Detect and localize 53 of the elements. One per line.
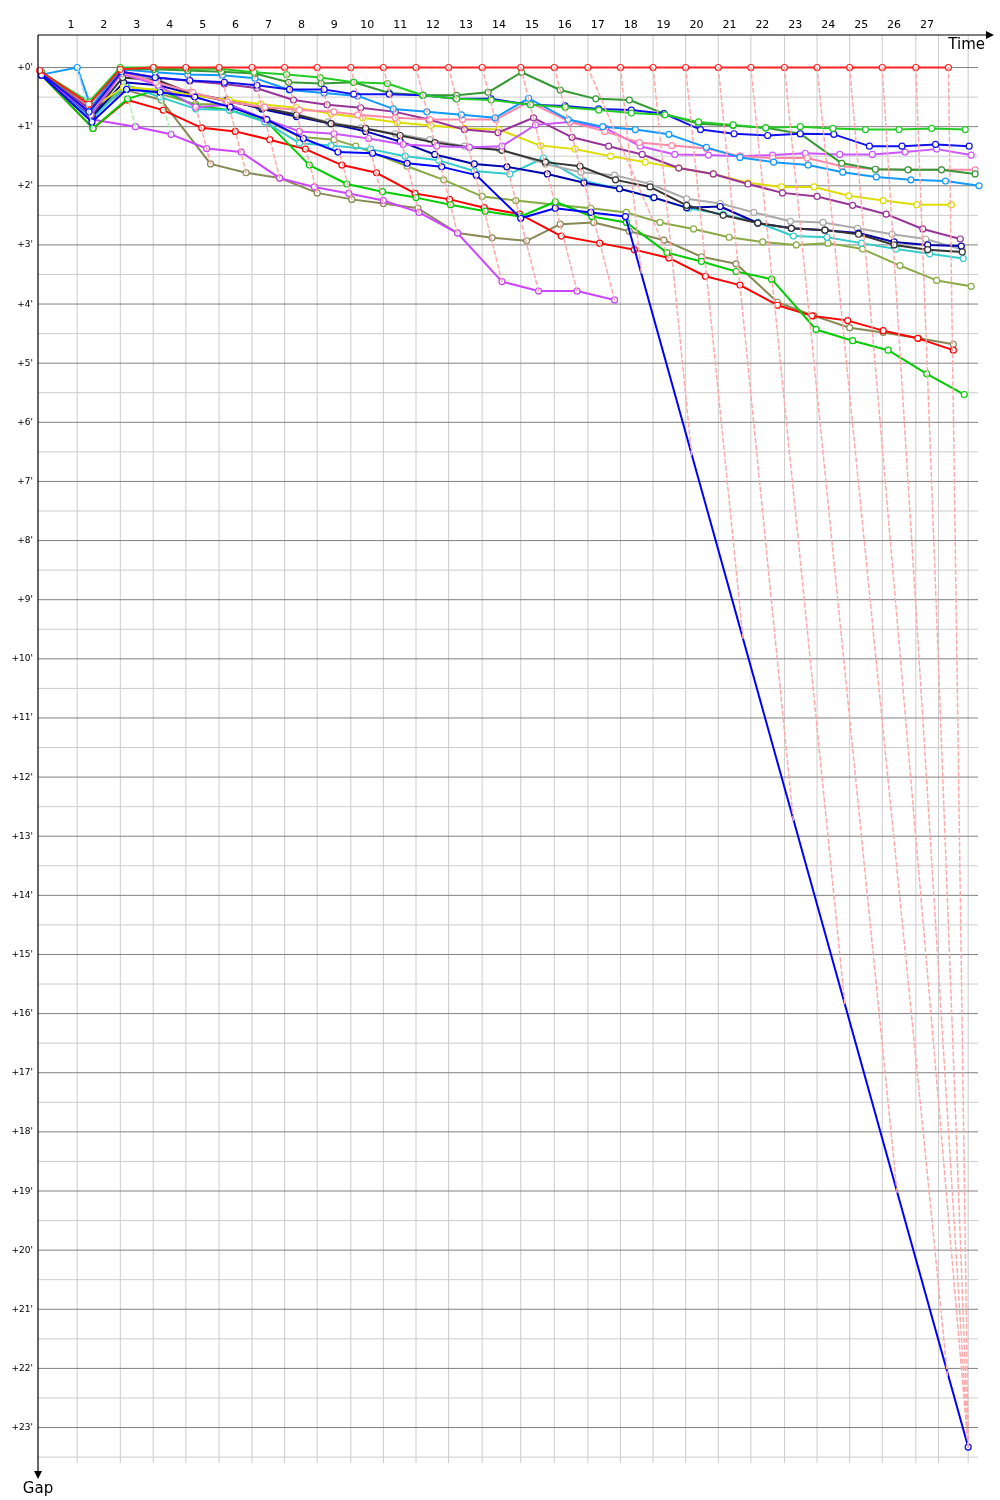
x-tick-label: 8 [297,18,305,31]
x-tick-label: 19 [656,18,671,31]
x-tick-label: 3 [133,18,141,31]
y-tick-label: +10' [11,653,33,664]
y-tick-label: +14' [11,889,33,900]
x-tick-label: 5 [199,18,207,31]
y-tick-label: +20' [11,1244,33,1255]
y-tick-label: +8' [17,535,33,546]
x-tick-label: 14 [491,18,506,31]
y-tick-label: +15' [11,948,33,959]
x-tick-label: 11 [393,18,408,31]
y-tick-label: +2' [17,180,33,191]
y-tick-label: +16' [11,1008,33,1019]
x-tick-label: 6 [232,18,240,31]
x-tick-label: 22 [755,18,770,31]
x-axis-title: Time [947,35,985,53]
x-tick-label: 12 [426,18,441,31]
y-tick-label: +9' [17,594,33,605]
y-axis-title: Gap [22,1479,54,1497]
x-tick-label: 2 [100,18,108,31]
y-tick-label: +21' [11,1303,33,1314]
x-tick-label: 27 [920,18,935,31]
y-tick-label: +7' [17,475,33,486]
y-tick-label: +23' [11,1422,33,1433]
x-tick-label: 7 [264,18,272,31]
x-tick-label: 4 [166,18,174,31]
y-tick-label: +12' [11,771,33,782]
x-tick-label: 18 [623,18,638,31]
x-tick-label: 1 [67,18,75,31]
y-tick-label: +5' [17,357,33,368]
x-tick-label: 13 [459,18,474,31]
x-tick-label: 16 [557,18,572,31]
y-tick-label: +18' [11,1126,33,1137]
x-tick-label: 26 [887,18,902,31]
y-tick-label: +6' [17,416,33,427]
x-tick-label: 20 [689,18,704,31]
y-tick-label: +22' [11,1362,33,1373]
x-tick-label: 10 [360,18,375,31]
x-tick-label: 25 [854,18,869,31]
x-tick-label: 9 [330,18,338,31]
y-tick-label: +13' [11,830,33,841]
x-tick-label: 23 [788,18,803,31]
y-tick-label: +11' [11,712,33,723]
x-tick-label: 24 [821,18,836,31]
y-tick-label: +3' [17,239,33,250]
y-tick-label: +19' [11,1185,33,1196]
y-tick-label: +4' [17,298,33,309]
x-tick-label: 21 [722,18,737,31]
x-tick-label: 15 [524,18,539,31]
y-tick-label: +1' [17,121,33,132]
x-tick-label: 17 [590,18,605,31]
y-tick-label: +0' [17,62,33,73]
y-tick-label: +17' [11,1067,33,1078]
